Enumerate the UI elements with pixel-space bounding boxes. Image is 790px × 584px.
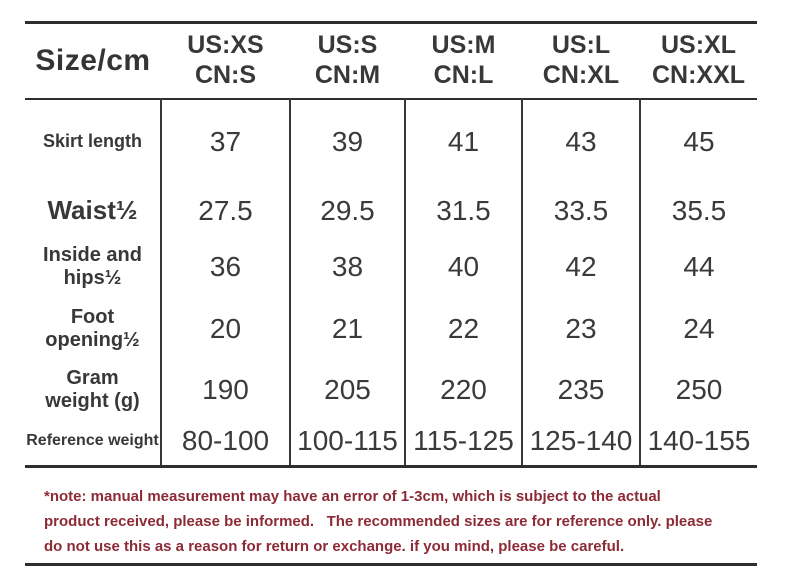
column-header-s: US:S CN:M (290, 23, 405, 99)
value-cell: 40 (404, 237, 522, 296)
us-size-label: US:XL (661, 31, 736, 60)
cn-size-label: CN:L (433, 60, 494, 89)
note-line: product received, please be informed. Th… (44, 513, 713, 530)
column-header-xl: US:XL CN:XXL (640, 23, 757, 99)
row-label: Reference weight (26, 431, 159, 449)
value-cell: 115-125 (404, 416, 522, 467)
row-label: Waist½ (47, 194, 138, 225)
note-line: do not use this as a reason for return o… (44, 538, 625, 555)
size-chart-table: Size/cm US:XS CN:S US:S CN:M US:M CN:L U… (25, 21, 757, 468)
value-cell: 21 (289, 295, 405, 363)
value-cell: 45 (639, 98, 757, 184)
value-cell: 36 (160, 237, 290, 296)
value-cell: 35.5 (639, 183, 757, 238)
table-row-gram-weight: Gram weight (g) 190 205 220 235 250 (25, 362, 757, 417)
value-cell: 37 (160, 98, 290, 184)
row-label: Gram weight (g) (45, 366, 140, 412)
value-cell: 27.5 (160, 183, 290, 238)
column-header-l: US:L CN:XL (522, 23, 640, 99)
value-cell: 29.5 (289, 183, 405, 238)
header-row: Size/cm US:XS CN:S US:S CN:M US:M CN:L U… (25, 23, 757, 99)
column-header-xs: US:XS CN:S (161, 23, 290, 99)
cn-size-label: CN:M (314, 60, 381, 89)
us-size-label: US:L (551, 31, 611, 60)
note-line: *note: manual measurement may have an er… (44, 488, 661, 505)
table-row-waist: Waist½ 27.5 29.5 31.5 33.5 35.5 (25, 183, 757, 238)
value-cell: 42 (521, 237, 640, 296)
value-cell: 24 (639, 295, 757, 363)
column-header-m: US:M CN:L (405, 23, 522, 99)
table-row-hips: Inside and hips½ 36 38 40 42 44 (25, 237, 757, 296)
value-cell: 80-100 (160, 416, 290, 467)
value-cell: 125-140 (521, 416, 640, 467)
value-cell: 23 (521, 295, 640, 363)
us-size-label: US:S (317, 31, 378, 60)
value-cell: 140-155 (639, 416, 757, 467)
row-label: Inside and hips½ (43, 243, 142, 289)
cn-size-label: CN:XL (542, 60, 620, 89)
us-size-label: US:M (431, 31, 496, 60)
value-cell: 235 (521, 362, 640, 417)
row-label: Skirt length (42, 131, 142, 152)
measurement-disclaimer-note: *note: manual measurement may have an er… (44, 484, 790, 559)
value-cell: 205 (289, 362, 405, 417)
value-cell: 250 (639, 362, 757, 417)
value-cell: 33.5 (521, 183, 640, 238)
bottom-rule (25, 563, 757, 566)
value-cell: 100-115 (289, 416, 405, 467)
table-row-foot-opening: Foot opening½ 20 21 22 23 24 (25, 295, 757, 363)
table-row-skirt-length: Skirt length 37 39 41 43 45 (25, 98, 757, 184)
size-unit-header: Size/cm (35, 43, 151, 77)
cn-size-label: CN:S (194, 60, 257, 89)
value-cell: 220 (404, 362, 522, 417)
value-cell: 44 (639, 237, 757, 296)
size-chart-page: Size/cm US:XS CN:S US:S CN:M US:M CN:L U… (0, 21, 790, 584)
row-label: Foot opening½ (45, 306, 140, 351)
table-row-reference-weight: Reference weight 80-100 100-115 115-125 … (25, 416, 757, 467)
us-size-label: US:XS (187, 31, 264, 60)
value-cell: 190 (160, 362, 290, 417)
value-cell: 20 (160, 295, 290, 363)
cn-size-label: CN:XXL (651, 60, 746, 89)
value-cell: 22 (404, 295, 522, 363)
value-cell: 39 (289, 98, 405, 184)
value-cell: 38 (289, 237, 405, 296)
value-cell: 31.5 (404, 183, 522, 238)
value-cell: 43 (521, 98, 640, 184)
value-cell: 41 (404, 98, 522, 184)
